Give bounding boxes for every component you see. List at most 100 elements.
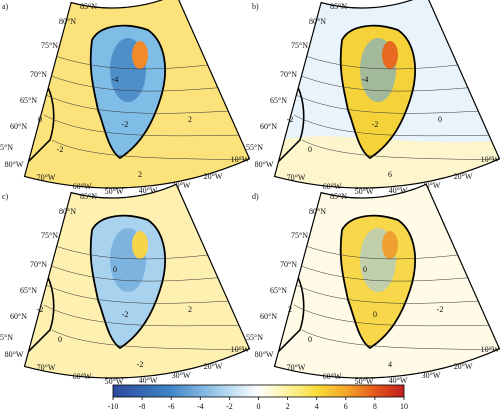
colorbar-tick-label: -2 <box>226 402 233 411</box>
contour-label: 2 <box>188 305 192 314</box>
colorbar-tick-label: -6 <box>168 402 175 411</box>
contour-label: 0 <box>38 115 42 124</box>
contour-line <box>285 279 500 304</box>
lat-label: 75°N <box>291 41 308 50</box>
map-frame <box>23 183 251 379</box>
contour-label: -2 <box>57 145 64 154</box>
contour-line <box>35 89 250 114</box>
lat-label: 60°N <box>260 312 277 321</box>
lon-label: 30°W <box>422 371 441 380</box>
contour-label: -2 <box>137 360 144 369</box>
contour-line <box>43 304 250 327</box>
lat-label: 60°N <box>10 122 27 131</box>
lon-label: 50°W <box>105 377 124 386</box>
map-panel: c) 85°N 80°N 75°N 70°N 65°N 60°N 55°N 80°W 70°W 60… <box>0 183 251 386</box>
lon-label: 50°W <box>105 187 124 196</box>
lon-label: 40°W <box>139 376 158 385</box>
contour-line <box>301 329 500 351</box>
contour-label: -2 <box>287 115 294 124</box>
lat-label: 70°N <box>30 260 47 269</box>
contour-label: 0 <box>58 335 62 344</box>
lon-label: 20°W <box>454 172 473 181</box>
panel-label: c) <box>2 192 9 201</box>
lon-label: 70°W <box>37 363 56 372</box>
lat-label: 65°N <box>270 96 287 105</box>
lon-label: 70°W <box>287 173 306 182</box>
lon-label: 60°W <box>73 372 92 381</box>
contour-line <box>285 89 500 114</box>
lat-label: 75°N <box>41 231 58 240</box>
map-panel: a) 85°N 80°N 75°N 70°N 65°N 60°N 55°N 80°W 70°W 60… <box>0 0 251 196</box>
lon-label: 10°W <box>231 345 250 354</box>
contour-label: 2 <box>288 305 292 314</box>
colorbar-tick-label: 8 <box>373 402 377 411</box>
panel-label: b) <box>252 2 259 11</box>
colorbar-tick-label: -10 <box>108 402 119 411</box>
lon-label: 70°W <box>287 363 306 372</box>
lat-label: 80°N <box>59 207 76 216</box>
map-panel: b) 85°N80°N75°N70°N65°N60°N55°N80°W70°W60… <box>246 0 500 196</box>
contour-line <box>293 304 500 327</box>
map-frame <box>23 0 251 189</box>
ice-peak <box>382 41 398 69</box>
colorbar-tick-label: -4 <box>197 402 204 411</box>
panel-label: a) <box>2 2 9 11</box>
lat-label: 60°N <box>10 312 27 321</box>
contour-label: -4 <box>112 75 119 84</box>
contour-line <box>293 114 500 137</box>
lat-label: 85°N <box>80 2 97 11</box>
lat-label: 70°N <box>280 70 297 79</box>
panel-label: d) <box>252 192 259 201</box>
lon-label: 80°W <box>255 160 274 169</box>
contour-line <box>43 114 250 137</box>
lat-label: 55°N <box>246 143 263 152</box>
contour-label: 2 <box>188 115 192 124</box>
lon-label: 50°W <box>355 377 374 386</box>
colorbar-tick-label: -8 <box>139 402 146 411</box>
lon-label: 40°W <box>139 186 158 195</box>
lon-label: 20°W <box>204 172 223 181</box>
ice-peak <box>132 41 148 69</box>
contour-line <box>35 279 250 304</box>
lon-label: 10°W <box>481 155 500 164</box>
lon-label: 40°W <box>389 186 408 195</box>
lon-label: 60°W <box>73 182 92 191</box>
lat-label: 75°N <box>291 231 308 240</box>
contour-label: 0 <box>308 145 312 154</box>
lon-label: 80°W <box>5 160 24 169</box>
colorbar <box>112 384 405 398</box>
lon-label: 50°W <box>355 187 374 196</box>
lon-label: 30°W <box>172 181 191 190</box>
lon-label: 80°W <box>5 350 24 359</box>
lat-label: 75°N <box>41 41 58 50</box>
lon-label: 60°W <box>323 182 342 191</box>
lat-label: 80°N <box>59 17 76 26</box>
map-frame <box>273 183 500 379</box>
contour-label: 6 <box>388 170 392 179</box>
lat-label: 85°N <box>330 2 347 11</box>
lat-label: 65°N <box>20 96 37 105</box>
contour-label: 0 <box>308 335 312 344</box>
contour-label: 4 <box>388 360 392 369</box>
lat-label: 70°N <box>30 70 47 79</box>
contour-label: -2 <box>122 120 129 129</box>
contour-label: -2 <box>437 305 444 314</box>
contour-label: 0 <box>438 115 442 124</box>
lon-label: 70°W <box>37 173 56 182</box>
map-body <box>274 184 500 379</box>
contour-label: -2 <box>372 120 379 129</box>
lat-label: 85°N <box>80 192 97 201</box>
lat-label: 55°N <box>0 333 13 342</box>
lon-label: 30°W <box>172 371 191 380</box>
lat-label: 80°N <box>309 17 326 26</box>
lon-label: 10°W <box>481 345 500 354</box>
lat-label: 55°N <box>0 143 13 152</box>
map-body <box>274 0 500 189</box>
lon-label: 60°W <box>323 372 342 381</box>
contour-label: -2 <box>122 310 129 319</box>
lat-label: 70°N <box>280 260 297 269</box>
lon-label: 20°W <box>454 362 473 371</box>
ice-peak <box>382 231 398 259</box>
lon-label: 10°W <box>231 155 250 164</box>
